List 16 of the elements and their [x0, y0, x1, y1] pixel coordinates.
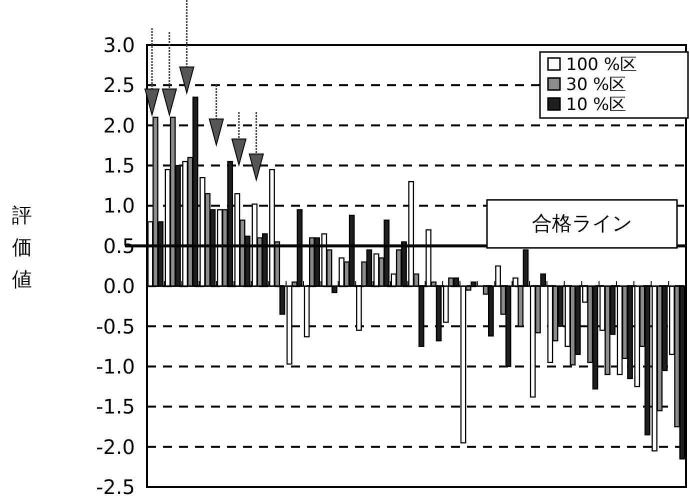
y-tick-label: -2.5	[96, 475, 135, 497]
y-tick-label: 0.0	[103, 274, 135, 298]
y-axis-title: 評価値	[12, 203, 32, 291]
y-tick-label: 2.0	[103, 113, 135, 138]
y-tick-label: 3.0	[103, 33, 135, 57]
y-tick-label: 2.5	[103, 73, 135, 98]
y-tick-label: -1.5	[96, 394, 135, 419]
y-tick-label: -0.5	[96, 314, 135, 338]
y-tick-label: -1.0	[96, 354, 135, 378]
legend-label: 100 %区	[566, 55, 638, 75]
y-tick-label: 1.0	[103, 194, 135, 218]
y-tick-label: -2.0	[96, 434, 135, 459]
y-tick-label: 1.5	[103, 154, 135, 178]
legend-label: 10 %区	[566, 95, 626, 115]
ref-line-label: 合格ライン	[532, 210, 632, 235]
legend-label: 30 %区	[566, 75, 626, 95]
